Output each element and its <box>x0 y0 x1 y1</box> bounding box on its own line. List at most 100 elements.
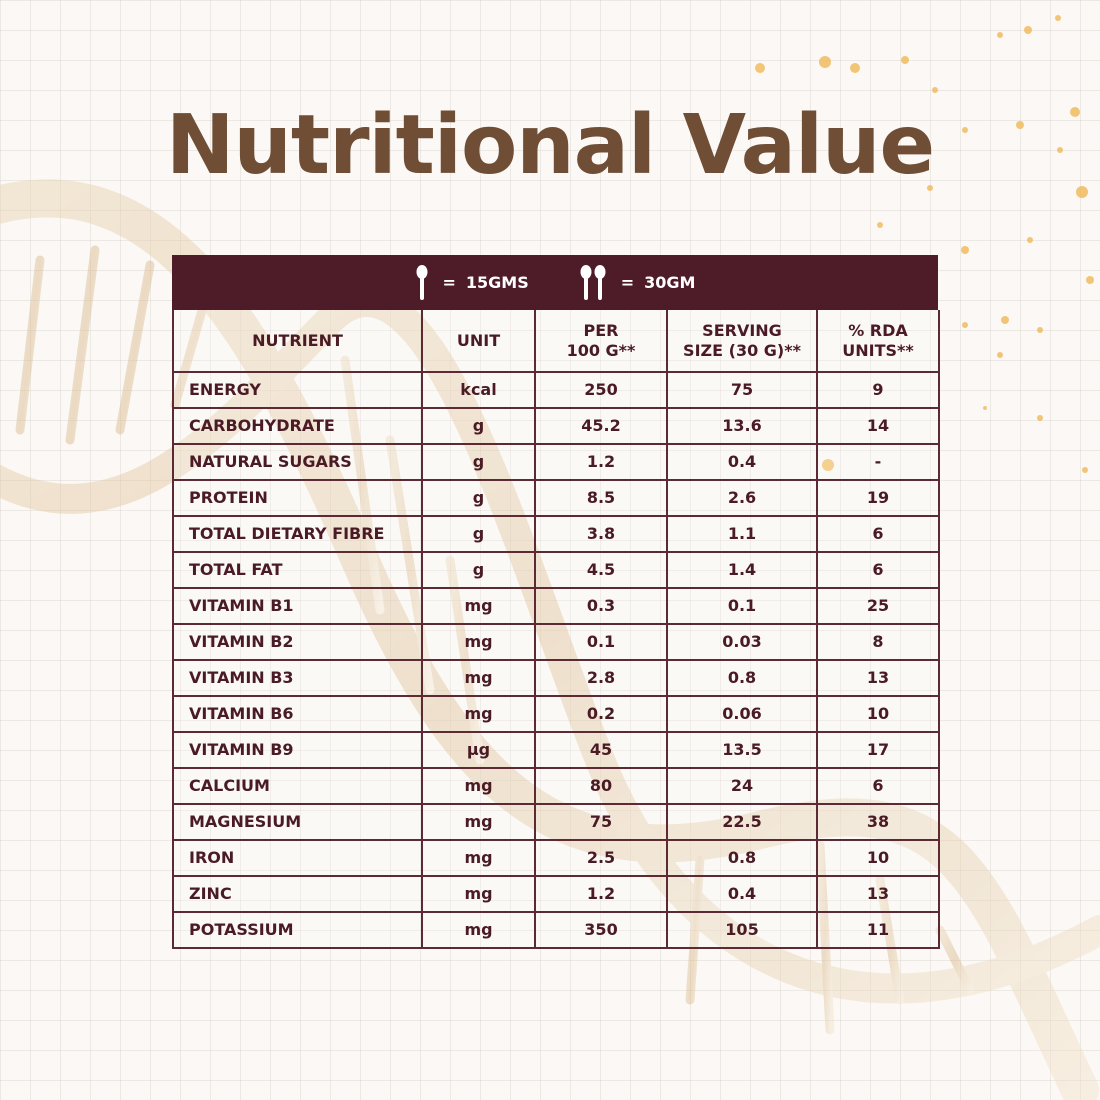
nutrient-name: POTASSIUM <box>172 911 423 949</box>
rda-cell: 6 <box>816 551 940 589</box>
serving-cell: 1.4 <box>666 551 818 589</box>
table-row: POTASSIUM mg 350 105 11 <box>172 911 940 949</box>
rda-cell: 17 <box>816 731 940 769</box>
per-100g-cell: 250 <box>534 371 668 409</box>
legend-double-label: 30GM <box>644 273 696 292</box>
legend-double-spoon: = 30GM <box>579 264 696 301</box>
spoon-icon <box>415 264 429 301</box>
rda-cell: 25 <box>816 587 940 625</box>
unit-cell: mg <box>421 695 536 733</box>
per-100g-cell: 0.1 <box>534 623 668 661</box>
unit-cell: mg <box>421 587 536 625</box>
serving-cell: 22.5 <box>666 803 818 841</box>
nutrient-name: TOTAL DIETARY FIBRE <box>172 515 423 553</box>
col-header-serving-size: SERVING SIZE (30 G)** <box>666 310 818 373</box>
table-row: IRON mg 2.5 0.8 10 <box>172 839 940 877</box>
table-row: CARBOHYDRATE g 45.2 13.6 14 <box>172 407 940 445</box>
table-row: CALCIUM mg 80 24 6 <box>172 767 940 805</box>
nutrient-name: VITAMIN B6 <box>172 695 423 733</box>
unit-cell: g <box>421 443 536 481</box>
col-header-per-100g: PER 100 G** <box>534 310 668 373</box>
col-header-nutrient: NUTRIENT <box>172 310 423 373</box>
serving-cell: 105 <box>666 911 818 949</box>
per-100g-cell: 1.2 <box>534 875 668 913</box>
legend-single-label: 15GMS <box>465 273 529 292</box>
table-row: VITAMIN B3 mg 2.8 0.8 13 <box>172 659 940 697</box>
rda-cell: 10 <box>816 695 940 733</box>
col-header-line: SIZE (30 G)** <box>683 340 801 360</box>
per-100g-cell: 45.2 <box>534 407 668 445</box>
col-header-line: NUTRIENT <box>252 330 343 350</box>
serving-cell: 0.8 <box>666 659 818 697</box>
rda-cell: 19 <box>816 479 940 517</box>
nutrient-name: ZINC <box>172 875 423 913</box>
per-100g-cell: 350 <box>534 911 668 949</box>
legend-equals: = <box>620 273 635 292</box>
table-row: VITAMIN B9 µg 45 13.5 17 <box>172 731 940 769</box>
rda-cell: - <box>816 443 940 481</box>
table-row: VITAMIN B6 mg 0.2 0.06 10 <box>172 695 940 733</box>
serving-cell: 75 <box>666 371 818 409</box>
rda-cell: 14 <box>816 407 940 445</box>
per-100g-cell: 0.3 <box>534 587 668 625</box>
unit-cell: µg <box>421 731 536 769</box>
serving-cell: 0.4 <box>666 443 818 481</box>
nutrient-name: TOTAL FAT <box>172 551 423 589</box>
nutrient-name: NATURAL SUGARS <box>172 443 423 481</box>
per-100g-cell: 2.8 <box>534 659 668 697</box>
two-spoons-icon <box>579 264 607 301</box>
col-header-rda: % RDA UNITS** <box>816 310 940 373</box>
unit-cell: mg <box>421 911 536 949</box>
unit-cell: mg <box>421 803 536 841</box>
unit-cell: g <box>421 407 536 445</box>
nutrient-name: VITAMIN B3 <box>172 659 423 697</box>
serving-cell: 0.4 <box>666 875 818 913</box>
table-row: TOTAL FAT g 4.5 1.4 6 <box>172 551 940 589</box>
unit-cell: mg <box>421 767 536 805</box>
per-100g-cell: 80 <box>534 767 668 805</box>
page-title: Nutritional Value <box>165 98 935 193</box>
per-100g-cell: 75 <box>534 803 668 841</box>
table-row: VITAMIN B1 mg 0.3 0.1 25 <box>172 587 940 625</box>
col-header-line: UNIT <box>456 330 501 350</box>
table-row: TOTAL DIETARY FIBRE g 3.8 1.1 6 <box>172 515 940 553</box>
rda-cell: 9 <box>816 371 940 409</box>
legend-equals: = <box>442 273 456 292</box>
unit-cell: mg <box>421 623 536 661</box>
per-100g-cell: 45 <box>534 731 668 769</box>
table-row: PROTEIN g 8.5 2.6 19 <box>172 479 940 517</box>
nutrition-panel: = 15GMS = 30GM NUTRIENT UNIT P <box>172 255 940 949</box>
serving-cell: 0.8 <box>666 839 818 877</box>
serving-cell: 2.6 <box>666 479 818 517</box>
table-row: NATURAL SUGARS g 1.2 0.4- <box>172 443 940 481</box>
serving-legend: = 15GMS = 30GM <box>172 255 938 310</box>
serving-cell: 24 <box>666 767 818 805</box>
rda-cell: 11 <box>816 911 940 949</box>
per-100g-cell: 4.5 <box>534 551 668 589</box>
serving-cell: 13.5 <box>666 731 818 769</box>
nutrient-name: IRON <box>172 839 423 877</box>
rda-cell: 6 <box>816 515 940 553</box>
table-row: MAGNESIUM mg 75 22.5 38 <box>172 803 940 841</box>
per-100g-cell: 0.2 <box>534 695 668 733</box>
per-100g-cell: 3.8 <box>534 515 668 553</box>
table-row: ZINC mg 1.2 0.4 13 <box>172 875 940 913</box>
table-row: VITAMIN B2 mg 0.1 0.03 8 <box>172 623 940 661</box>
nutrient-name: VITAMIN B9 <box>172 731 423 769</box>
legend-single-spoon: = 15GMS <box>415 264 529 301</box>
nutrient-name: VITAMIN B1 <box>172 587 423 625</box>
per-100g-cell: 2.5 <box>534 839 668 877</box>
unit-cell: mg <box>421 659 536 697</box>
rda-cell: 38 <box>816 803 940 841</box>
unit-cell: g <box>421 551 536 589</box>
unit-cell: mg <box>421 875 536 913</box>
nutrient-name: PROTEIN <box>172 479 423 517</box>
col-header-line: PER <box>583 320 619 340</box>
col-header-line: UNITS** <box>842 340 914 360</box>
unit-cell: g <box>421 515 536 553</box>
per-100g-cell: 1.2 <box>534 443 668 481</box>
nutrient-name: ENERGY <box>172 371 423 409</box>
rda-cell: 6 <box>816 767 940 805</box>
nutrient-name: VITAMIN B2 <box>172 623 423 661</box>
nutrient-name: CARBOHYDRATE <box>172 407 423 445</box>
